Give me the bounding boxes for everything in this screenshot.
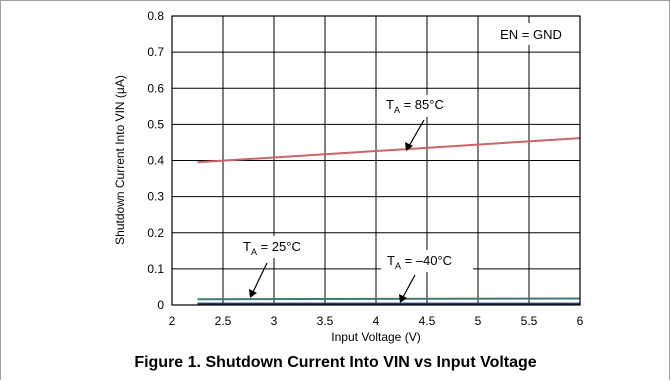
annotation-25c-sub: A [251, 247, 257, 257]
x-tick-label: 6 [577, 314, 584, 328]
annotation-m40c-sub: A [395, 261, 401, 271]
annotation-85c-text: = 85°C [400, 97, 444, 112]
annotation-25c-arrowhead [249, 289, 257, 298]
y-tick-label: 0.5 [147, 117, 164, 131]
y-tick-label: 0 [157, 298, 164, 312]
svg-text:TA = 25°C: TA = 25°C [243, 239, 301, 257]
annotation-m40c-prefix: T [387, 253, 395, 268]
x-tick-label: 5.5 [521, 314, 538, 328]
svg-text:TA = –40°C: TA = –40°C [387, 253, 452, 271]
y-tick-label: 0.8 [147, 9, 164, 23]
x-tick-label: 2.5 [215, 314, 232, 328]
annotation-m40c: TA = –40°C [381, 250, 473, 303]
plot-area [171, 15, 581, 306]
annotation-m40c-arrowhead [399, 294, 407, 303]
annotation-m40c-text: = –40°C [401, 253, 452, 268]
figure-caption: Figure 1. Shutdown Current Into VIN vs I… [134, 354, 537, 371]
series-line-0 [197, 137, 581, 164]
x-tick-label: 4.5 [419, 314, 436, 328]
annotation-25c-prefix: T [243, 239, 251, 254]
y-tick-label: 0.7 [147, 45, 164, 59]
annotation-85c-arrow [408, 119, 425, 147]
y-tick-label: 0.4 [147, 154, 164, 168]
legend-label: EN = GND [500, 27, 562, 42]
annotation-25c-text: = 25°C [257, 239, 301, 254]
annotation-85c: TA = 85°C [383, 95, 467, 151]
annotation-85c-prefix: T [386, 97, 394, 112]
x-tick-label: 5 [475, 314, 482, 328]
tick-labels: 2 2.5 3 3.5 4 4.5 5 5.5 6 0 0.1 0.2 0.3 0.4 0.5 0.6 0.7 0… [147, 9, 583, 328]
y-axis-title: Shutdown Current Into VIN (µA) [113, 75, 127, 245]
annotation-25c-arrow [252, 262, 268, 293]
y-tick-label: 0.1 [147, 262, 164, 276]
series-lines [197, 137, 581, 306]
annotation-m40c-arrow [402, 274, 416, 298]
x-tick-label: 3 [271, 314, 278, 328]
annotation-25c: TA = 25°C [240, 236, 320, 298]
x-axis-title: Input Voltage (V) [331, 330, 420, 344]
series-line-1 [197, 297, 581, 301]
x-tick-label: 2 [169, 314, 176, 328]
x-tick-label: 4 [373, 314, 380, 328]
y-tick-label: 0.2 [147, 226, 164, 240]
legend-box: EN = GND [487, 23, 575, 45]
annotation-85c-sub: A [394, 105, 400, 115]
y-tick-label: 0.6 [147, 81, 164, 95]
annotation-85c-arrowhead [405, 142, 413, 151]
y-tick-label: 0.3 [147, 190, 164, 204]
svg-text:TA = 85°C: TA = 85°C [386, 97, 444, 115]
x-tick-label: 3.5 [317, 314, 334, 328]
